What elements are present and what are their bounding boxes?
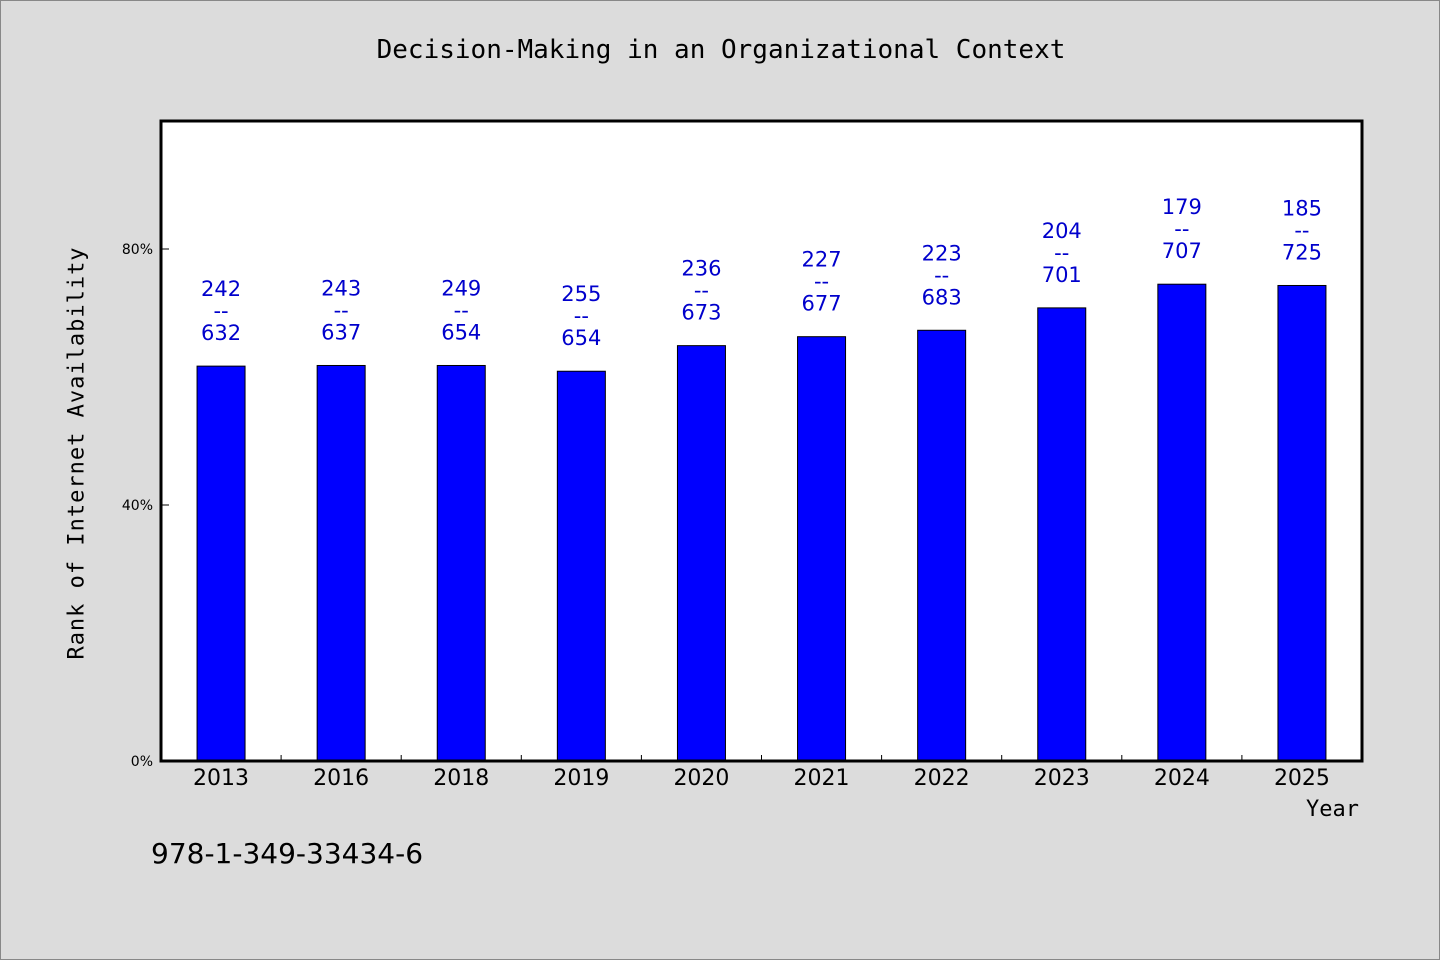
data-label: 673 — [681, 301, 721, 325]
data-label: -- — [1294, 218, 1309, 242]
bar — [797, 336, 847, 762]
data-label: 249 — [441, 276, 481, 300]
bar — [1157, 283, 1207, 762]
x-tick-label: 2016 — [313, 766, 369, 791]
bar — [1277, 284, 1327, 762]
bar — [676, 345, 726, 762]
y-tick-label: 0% — [131, 754, 153, 770]
y-tick-label: 40% — [122, 498, 153, 514]
bar — [917, 329, 967, 762]
data-label: -- — [454, 298, 469, 322]
data-label: 654 — [561, 326, 601, 350]
data-label: -- — [334, 298, 349, 322]
data-label: 185 — [1282, 196, 1322, 220]
data-label: -- — [1054, 241, 1069, 265]
data-label: 677 — [802, 292, 842, 316]
bar — [1037, 307, 1087, 762]
isbn-footnote: 978-1-349-33434-6 — [151, 837, 424, 870]
x-tick-label: 2018 — [433, 766, 489, 791]
data-label: 683 — [922, 285, 962, 309]
data-label: 632 — [201, 321, 241, 345]
x-tick-label: 2025 — [1274, 766, 1330, 791]
x-tick-label: 2023 — [1034, 766, 1090, 791]
data-label: -- — [574, 304, 589, 328]
data-label: 654 — [441, 320, 481, 344]
chart-title: Decision-Making in an Organizational Con… — [376, 35, 1066, 65]
data-label: 179 — [1162, 195, 1202, 219]
x-tick-label: 2024 — [1154, 766, 1210, 791]
data-label: 227 — [802, 248, 842, 272]
plot-frame — [159, 119, 1364, 763]
bar — [436, 364, 486, 762]
x-tick-label: 2013 — [193, 766, 249, 791]
data-label: -- — [814, 270, 829, 294]
x-tick-label: 2021 — [794, 766, 850, 791]
data-label: -- — [213, 299, 228, 323]
data-label: 701 — [1042, 263, 1082, 287]
data-label: 725 — [1282, 240, 1322, 264]
bar — [196, 365, 246, 762]
bar — [556, 370, 606, 762]
x-tick-label: 2022 — [914, 766, 970, 791]
data-label: 707 — [1162, 239, 1202, 263]
data-label: 236 — [681, 257, 721, 281]
data-label: 204 — [1042, 219, 1082, 243]
data-label: 255 — [561, 282, 601, 306]
data-label: -- — [934, 263, 949, 287]
data-label: -- — [694, 279, 709, 303]
data-label: 223 — [922, 241, 962, 265]
y-tick-label: 80% — [122, 242, 153, 258]
data-label: 242 — [201, 277, 241, 301]
x-axis-label: Year — [1306, 797, 1359, 822]
data-label: -- — [1174, 217, 1189, 241]
x-tick-label: 2019 — [553, 766, 609, 791]
data-label: 243 — [321, 276, 361, 300]
data-label: 637 — [321, 320, 361, 344]
bar — [316, 364, 366, 762]
x-tick-label: 2020 — [673, 766, 729, 791]
